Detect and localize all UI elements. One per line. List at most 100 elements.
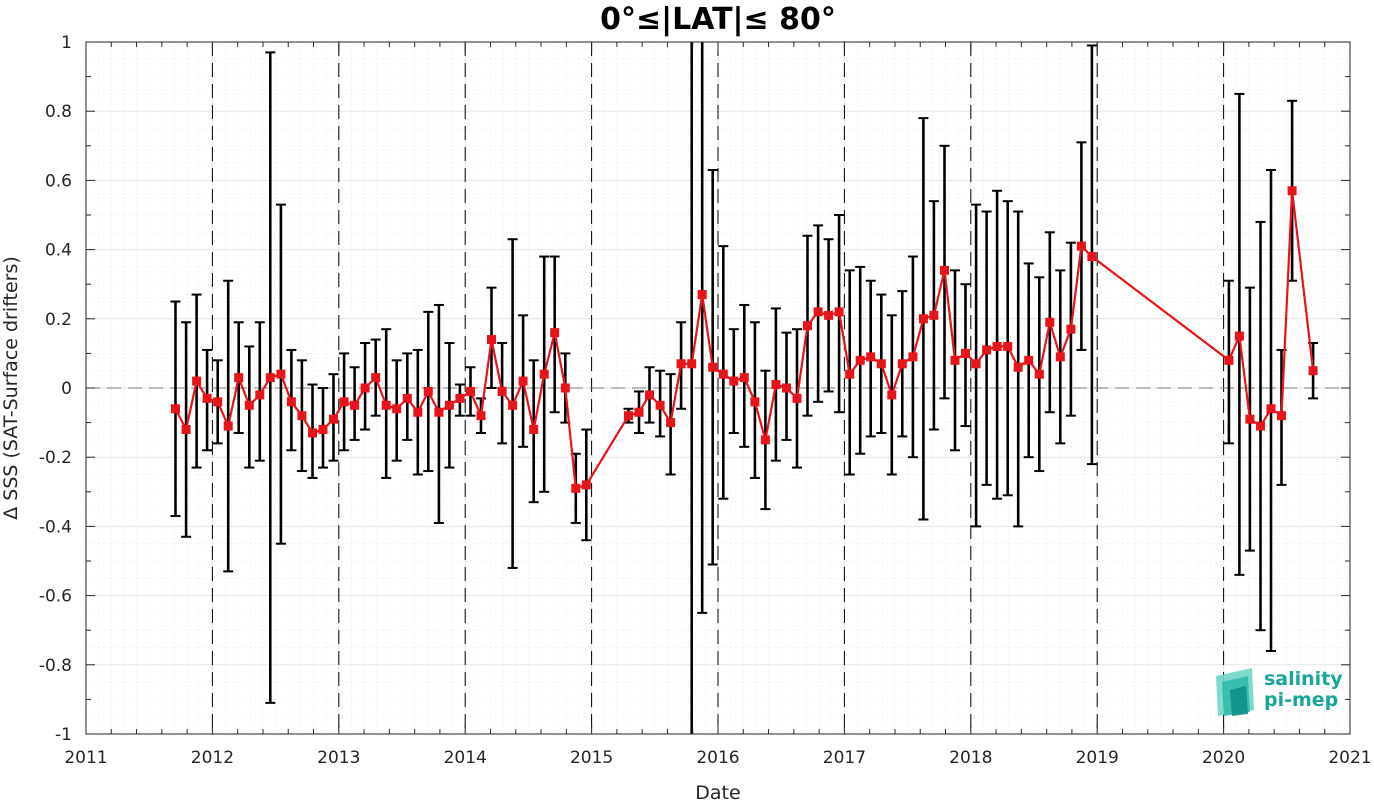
data-point (1287, 186, 1297, 196)
data-point (1308, 366, 1318, 376)
data-point (624, 411, 634, 421)
data-point (466, 386, 476, 396)
data-point (897, 359, 907, 369)
axis-ticks (85, 41, 1351, 735)
data-point (1076, 241, 1086, 251)
data-point (444, 400, 454, 410)
y-tick-label: -0.4 (39, 517, 72, 537)
x-tick-label: 2021 (1328, 748, 1371, 768)
data-point (729, 376, 739, 386)
data-point (518, 376, 528, 386)
data-point (634, 407, 644, 417)
data-point (286, 397, 296, 407)
salinity-pi-mep-logo: salinity pi-mep (1216, 668, 1343, 716)
x-tick-labels: 2011 2012 2013 2014 2015 2016 2017 2018 2019 2020… (64, 748, 1371, 768)
data-point (1256, 421, 1266, 431)
data-point (687, 359, 697, 369)
data-point (739, 373, 749, 383)
x-tick-label: 2012 (191, 748, 234, 768)
data-point (244, 400, 254, 410)
data-point (318, 425, 328, 435)
data-point (655, 400, 665, 410)
data-point (918, 314, 928, 324)
data-point (350, 400, 360, 410)
data-point (750, 397, 760, 407)
data-point (213, 397, 223, 407)
data-point (813, 307, 823, 317)
data-point (476, 411, 486, 421)
data-point (423, 386, 433, 396)
series-markers (170, 186, 1318, 493)
chart-title: 0°≤|LAT|≤ 80° (600, 2, 836, 37)
data-point (392, 404, 402, 414)
y-tick-label: 0.8 (45, 102, 72, 122)
data-point (223, 421, 233, 431)
x-axis-title: Date (695, 782, 740, 801)
x-tick-label: 2011 (64, 748, 107, 768)
x-tick-label: 2018 (949, 748, 992, 768)
x-tick-label: 2013 (317, 748, 360, 768)
data-point (455, 393, 465, 403)
data-point (644, 390, 654, 400)
y-tick-label: 1 (61, 33, 72, 53)
data-point (971, 359, 981, 369)
data-point (834, 307, 844, 317)
data-point (845, 369, 855, 379)
x-tick-label: 2014 (444, 748, 487, 768)
data-point (508, 400, 518, 410)
data-point (571, 483, 581, 493)
data-point (887, 390, 897, 400)
data-point (181, 425, 191, 435)
data-point (434, 407, 444, 417)
data-point (297, 411, 307, 421)
data-point (255, 390, 265, 400)
y-tick-label: -0.6 (39, 587, 72, 607)
data-point (560, 383, 570, 393)
data-point (760, 435, 770, 445)
data-point (1245, 414, 1255, 424)
data-point (1003, 341, 1013, 351)
data-point (782, 383, 792, 393)
data-point (339, 397, 349, 407)
data-point (950, 355, 960, 365)
data-point (371, 373, 381, 383)
x-tick-label: 2017 (823, 748, 866, 768)
data-point (718, 369, 728, 379)
data-point (1034, 369, 1044, 379)
data-point (802, 321, 812, 331)
y-tick-label: 0.4 (45, 241, 72, 261)
data-point (1024, 355, 1034, 365)
data-point (1055, 352, 1065, 362)
data-point (202, 393, 212, 403)
x-tick-label: 2016 (696, 748, 739, 768)
data-point (940, 265, 950, 275)
data-point (328, 414, 338, 424)
data-point (265, 373, 275, 383)
y-tick-labels: -1 -0.8 -0.6 -0.4 -0.2 0 0.2 0.4 0.6 0.8 1 (39, 33, 72, 745)
data-point (960, 348, 970, 358)
y-tick-label: 0 (61, 379, 72, 399)
data-point (1266, 404, 1276, 414)
data-point (855, 355, 865, 365)
data-point (792, 393, 802, 403)
data-point (529, 425, 539, 435)
data-point (381, 400, 391, 410)
data-point (1224, 355, 1234, 365)
x-tick-label: 2015 (570, 748, 613, 768)
data-point (1087, 252, 1097, 262)
x-tick-label: 2019 (1076, 748, 1119, 768)
data-point (413, 407, 423, 417)
y-tick-label: -0.8 (39, 656, 72, 676)
logo-wave-icon (1216, 668, 1254, 716)
data-point (192, 376, 202, 386)
logo-text-pimep: pi-mep (1264, 689, 1338, 711)
data-point (308, 428, 318, 438)
y-tick-label: -0.2 (39, 448, 72, 468)
data-point (697, 290, 707, 300)
data-point (876, 359, 886, 369)
logo-text-salinity: salinity (1264, 668, 1343, 690)
data-point (908, 352, 918, 362)
data-point (1066, 324, 1076, 334)
